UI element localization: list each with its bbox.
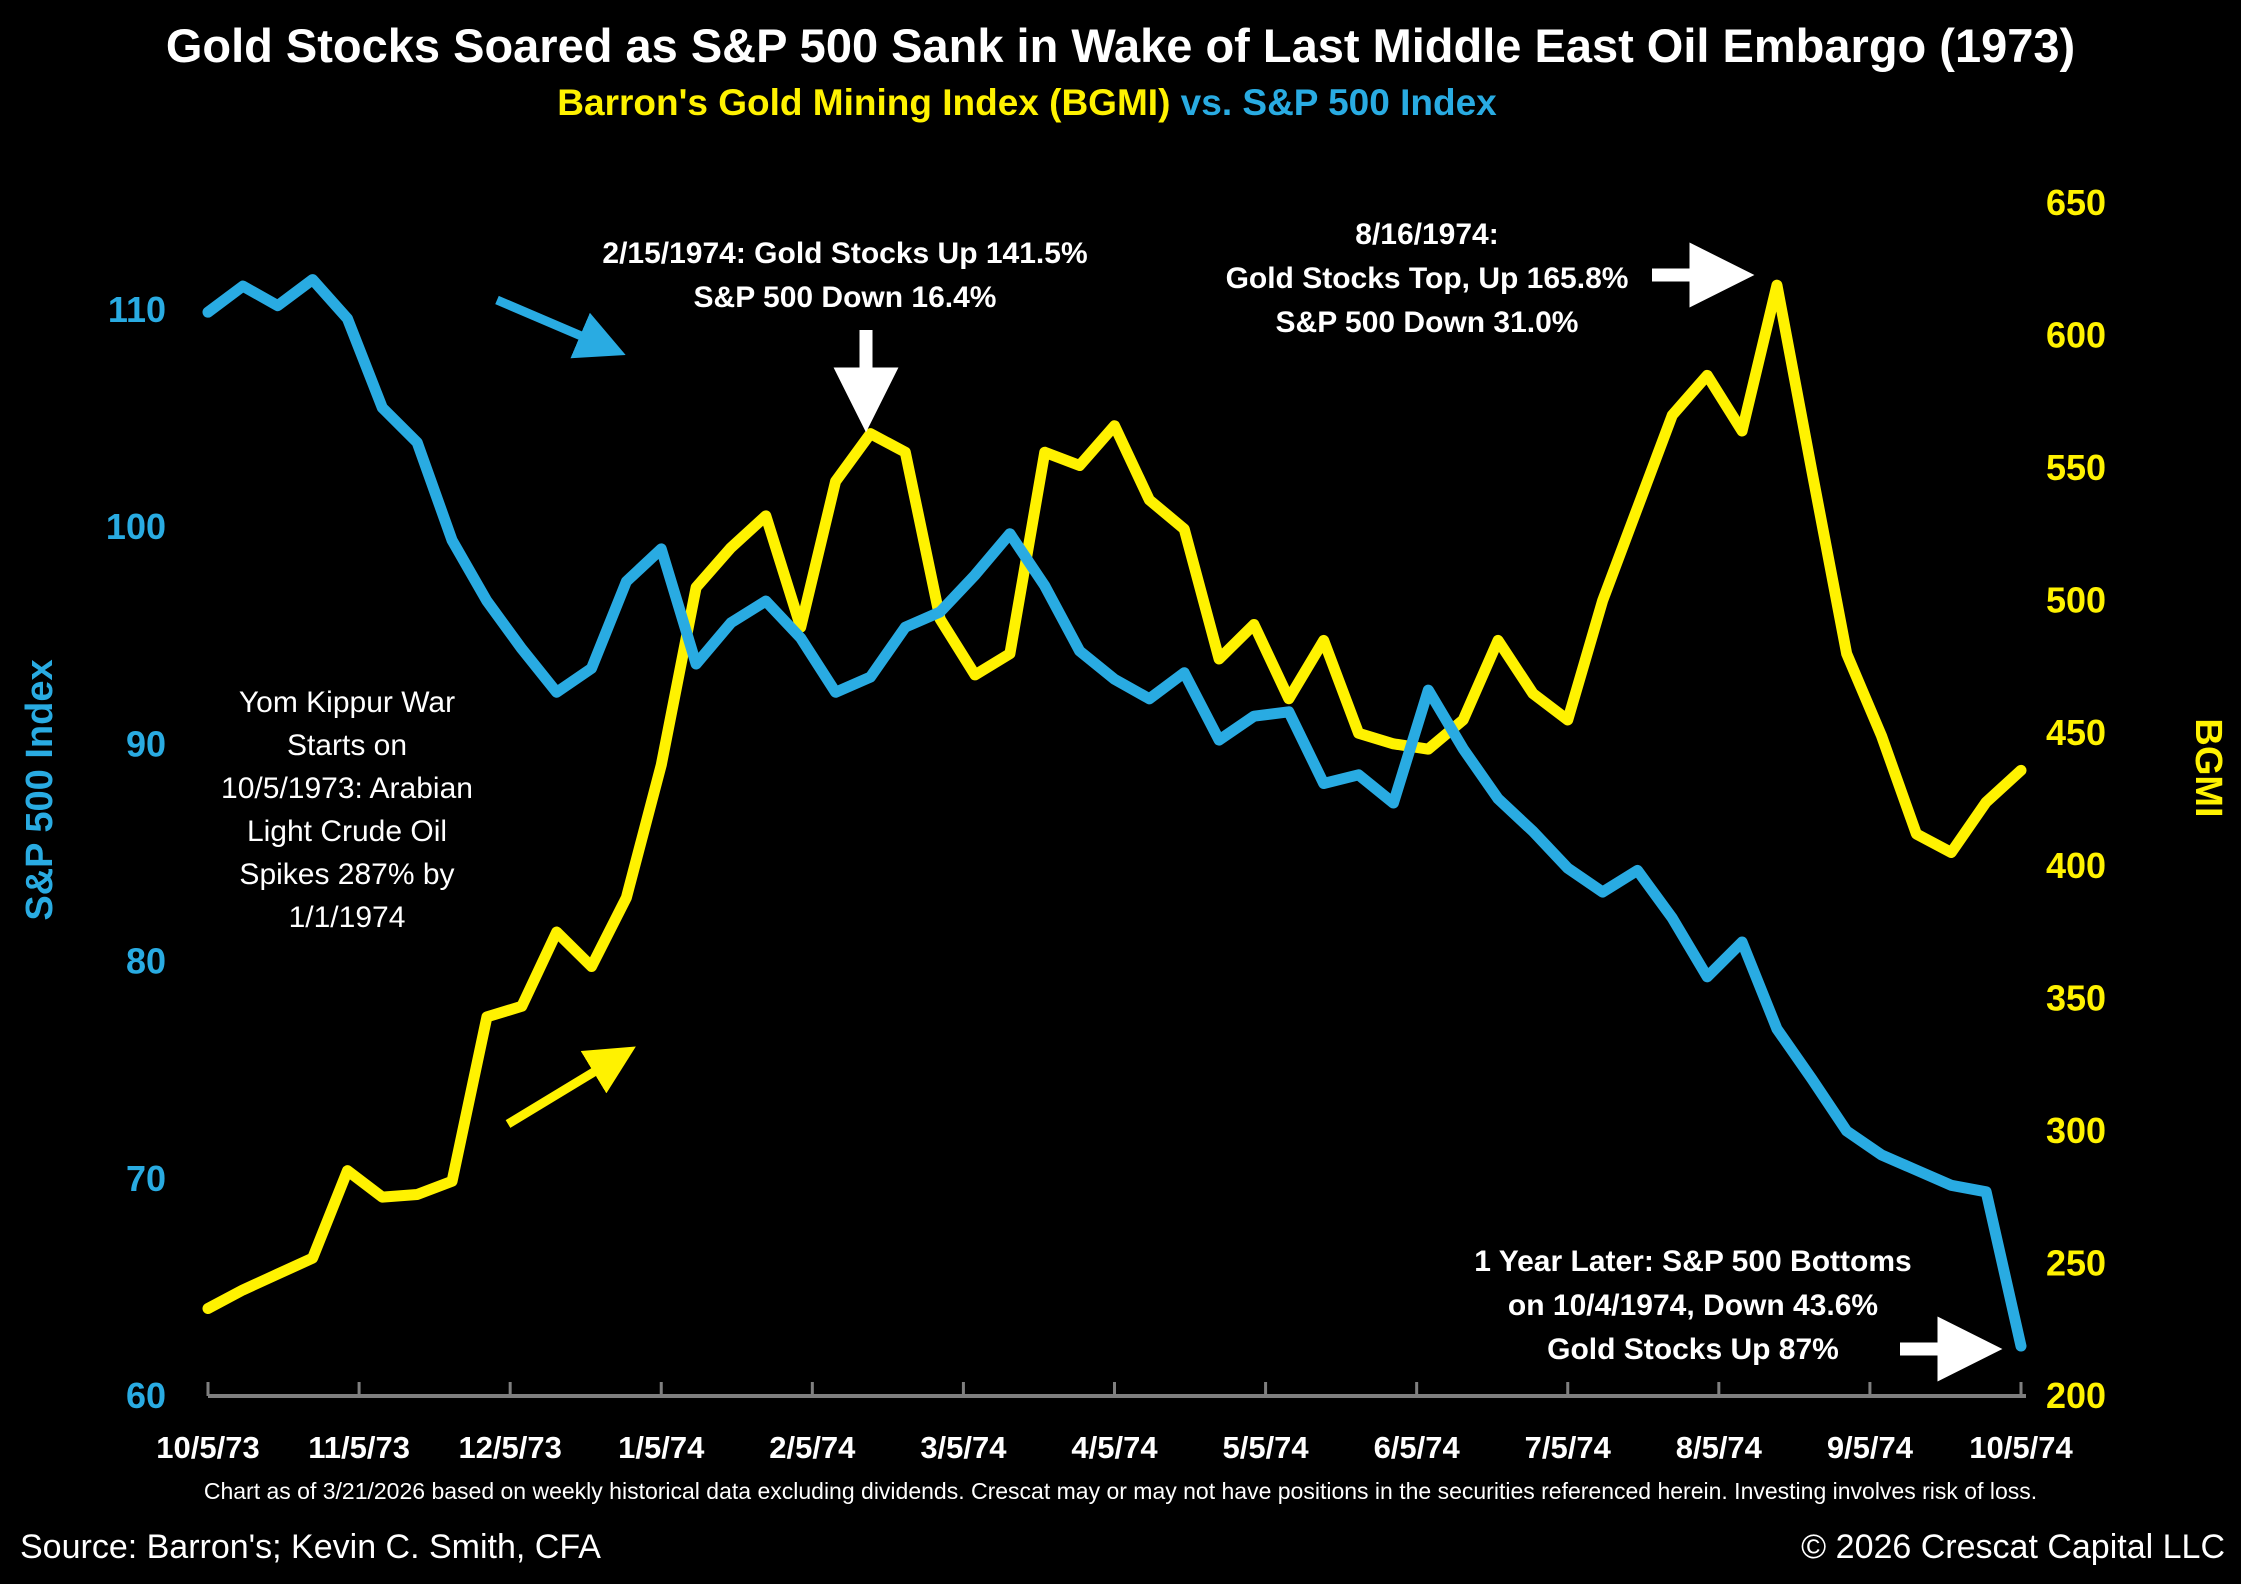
x-tick-label: 2/5/74 <box>769 1430 856 1465</box>
right-tick-label: 500 <box>2046 580 2106 621</box>
sp-trend-arrow-icon <box>495 295 626 359</box>
x-tick-label: 10/5/73 <box>156 1430 259 1465</box>
x-tick-label: 3/5/74 <box>920 1430 1007 1465</box>
annotation-one-year-later: 1 Year Later: S&P 500 Bottoms on 10/4/19… <box>1474 1245 1912 1366</box>
left-tick-label: 60 <box>126 1375 166 1416</box>
x-tick-label: 11/5/73 <box>308 1430 410 1465</box>
x-tick-label: 6/5/74 <box>1374 1430 1461 1465</box>
right-tick-label: 400 <box>2046 845 2106 886</box>
right-tick-label: 300 <box>2046 1110 2106 1151</box>
right-tick-label: 350 <box>2046 977 2106 1018</box>
x-tick-label: 7/5/74 <box>1525 1430 1612 1465</box>
disclaimer-text: Chart as of 3/21/2026 based on weekly hi… <box>203 1478 2038 1504</box>
x-tick-label: 8/5/74 <box>1676 1430 1763 1465</box>
source-text: Source: Barron's; Kevin C. Smith, CFA <box>20 1528 601 1566</box>
annotation-feb-1974: 2/15/1974: Gold Stocks Up 141.5% S&P 500… <box>602 237 1088 314</box>
bgmi-series-line <box>202 279 2027 1315</box>
sp500-series-line <box>202 274 2027 1352</box>
right-tick-label: 600 <box>2046 315 2106 356</box>
copyright-text: © 2026 Crescat Capital LLC <box>1801 1528 2225 1566</box>
left-axis-title: S&P 500 Index <box>19 659 61 920</box>
x-tick-label: 10/5/74 <box>1969 1430 2073 1465</box>
chart-subtitle: Barron's Gold Mining Index (BGMI) vs. S&… <box>557 82 1496 124</box>
gold-trend-arrow-icon <box>505 1046 636 1128</box>
right-tick-label: 550 <box>2046 447 2106 488</box>
x-tick-label: 1/5/74 <box>618 1430 705 1465</box>
annotation-yom-kippur: Yom Kippur War Starts on 10/5/1973: Arab… <box>221 686 473 934</box>
left-tick-label: 70 <box>126 1158 166 1199</box>
right-axis-title: BGMI <box>2187 718 2229 817</box>
page-title: Gold Stocks Soared as S&P 500 Sank in Wa… <box>165 19 2076 72</box>
x-tick-label: 4/5/74 <box>1071 1430 1158 1465</box>
x-tick-label: 5/5/74 <box>1222 1430 1309 1465</box>
annotation-aug-1974: 8/16/1974: Gold Stocks Top, Up 165.8% S&… <box>1225 218 1629 339</box>
subtitle-sp-label: vs. S&P 500 Index <box>1180 82 1497 123</box>
left-tick-label: 80 <box>126 941 166 982</box>
left-tick-label: 100 <box>106 506 166 547</box>
right-tick-label: 250 <box>2046 1242 2106 1283</box>
left-tick-label: 110 <box>108 289 166 330</box>
right-tick-label: 450 <box>2046 712 2106 753</box>
subtitle-bgmi-label: Barron's Gold Mining Index (BGMI) <box>557 82 1171 123</box>
x-tick-label: 12/5/73 <box>458 1430 561 1465</box>
right-tick-label: 200 <box>2046 1375 2106 1416</box>
left-tick-label: 90 <box>126 723 166 764</box>
right-tick-label: 650 <box>2046 182 2106 223</box>
axis-layer: 10/5/73 11/5/73 12/5/73 1/5/74 2/5/74 3/5/74 4… <box>106 182 2106 1465</box>
x-tick-label: 9/5/74 <box>1827 1430 1914 1465</box>
